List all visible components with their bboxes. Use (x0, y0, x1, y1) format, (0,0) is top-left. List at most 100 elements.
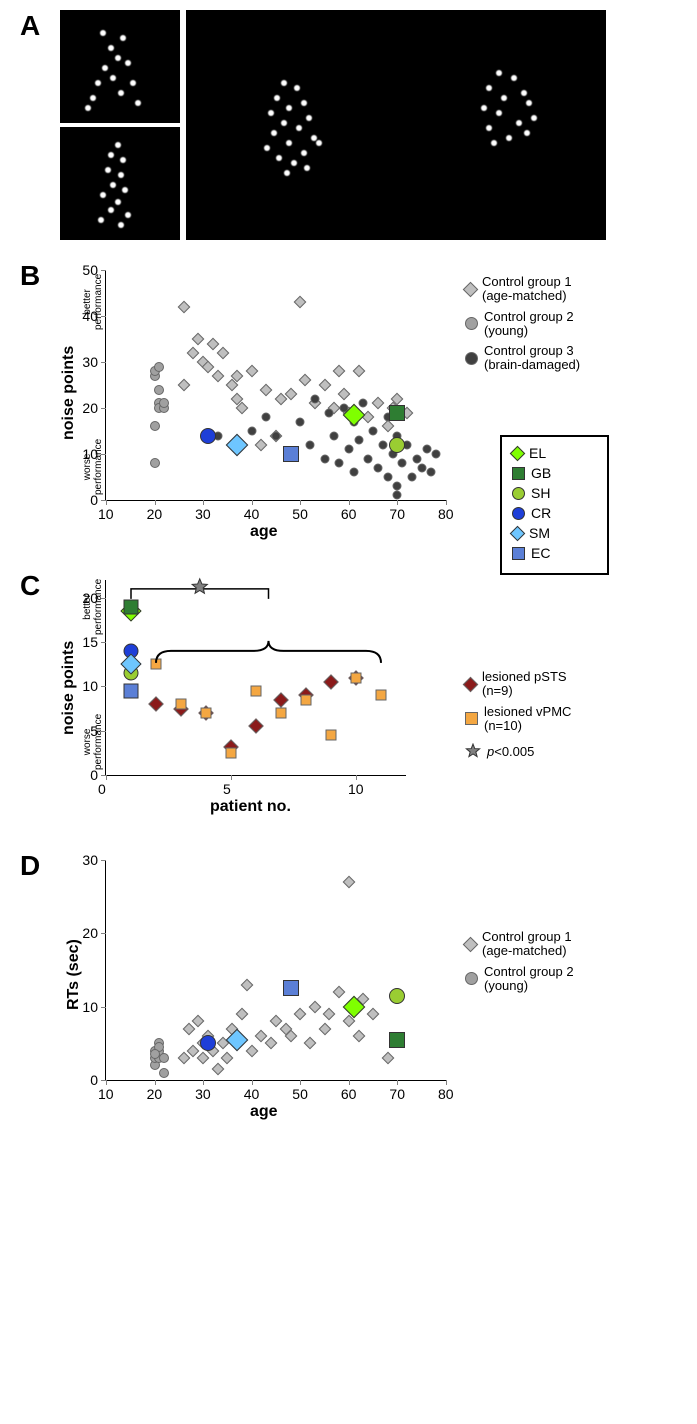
data-point (412, 454, 421, 463)
legend-marker (510, 525, 526, 541)
patient-legend-box: ELGBSHCRSMEC (500, 435, 609, 575)
y-tick-label: 15 (76, 634, 98, 650)
legend-marker (465, 972, 478, 985)
stimulus-dot (296, 125, 302, 131)
patient-id: SM (529, 525, 550, 541)
legend-marker (512, 467, 525, 480)
data-point (159, 1053, 169, 1063)
stimulus-dot (115, 142, 121, 148)
x-tick (349, 500, 350, 505)
data-point (270, 1015, 283, 1028)
stimulus-dot (100, 30, 106, 36)
stimulus-dot (120, 35, 126, 41)
better-perf-label-c: better performance (82, 579, 104, 635)
panel-a-label: A (20, 10, 40, 42)
legend-item: Control group 2(young) (465, 965, 665, 994)
panel-c-legend: lesioned pSTS(n=9)lesioned vPMC(n=10)p<0… (465, 670, 665, 765)
stimulus-dot (301, 100, 307, 106)
panel-b-legend: Control group 1(age-matched)Control grou… (465, 275, 665, 379)
legend-marker (465, 317, 478, 330)
x-tick-label: 50 (292, 506, 308, 522)
data-point (294, 296, 307, 309)
x-tick-label: 10 (98, 506, 114, 522)
legend-text: Control group 1(age-matched) (482, 930, 572, 959)
stimulus-dot (304, 165, 310, 171)
data-point (221, 1052, 234, 1065)
data-point (393, 482, 402, 491)
x-tick (446, 500, 447, 505)
stimulus-dot (506, 135, 512, 141)
panel-d: D 10203040506070800102030 RTs (sec) age … (10, 850, 687, 1130)
stimulus-dot (118, 172, 124, 178)
data-point (389, 1032, 405, 1048)
y-tick (101, 1080, 106, 1081)
stimulus-dot (110, 182, 116, 188)
patient-legend-item: EL (512, 445, 597, 461)
stimulus-dot (118, 222, 124, 228)
x-tick (252, 500, 253, 505)
legend-marker (463, 677, 479, 693)
x-tick (106, 775, 107, 780)
significance-overlay (106, 580, 406, 775)
stimulus-dot (264, 145, 270, 151)
data-point (265, 1037, 278, 1050)
data-point (260, 383, 273, 396)
y-tick (101, 1007, 106, 1008)
data-point (367, 1008, 380, 1021)
data-point (154, 385, 164, 395)
data-point (240, 978, 253, 991)
x-tick (300, 500, 301, 505)
data-point (177, 300, 190, 313)
stimulus-dot (531, 115, 537, 121)
patient-id: EC (531, 545, 550, 561)
panel-b-plot: 102030405060708001020304050 (105, 270, 446, 501)
panel-c-plot: 051005101520 (105, 580, 406, 776)
stimulus-image-large (186, 10, 606, 240)
panel-b: B 102030405060708001020304050 noise poin… (10, 260, 687, 550)
x-tick-label: 30 (195, 506, 211, 522)
patient-legend-item: EC (512, 545, 597, 561)
data-point (389, 988, 405, 1004)
data-point (338, 388, 351, 401)
stimulus-dot (486, 85, 492, 91)
stimulus-dot (108, 207, 114, 213)
data-point (323, 1008, 336, 1021)
stimulus-dot (284, 170, 290, 176)
y-tick (101, 933, 106, 934)
data-point (159, 1068, 169, 1078)
data-point (211, 1063, 224, 1076)
y-tick-label: 30 (76, 852, 98, 868)
better-perf-label-b: better performance (82, 274, 104, 330)
data-point (335, 459, 344, 468)
legend-text: Control group 2(young) (484, 965, 574, 994)
data-point (150, 1049, 160, 1059)
data-point (272, 431, 281, 440)
stimulus-dot (516, 120, 522, 126)
stimulus-dot (294, 85, 300, 91)
stimulus-dot (286, 140, 292, 146)
data-point (381, 420, 394, 433)
data-point (364, 454, 373, 463)
panel-b-label: B (20, 260, 40, 292)
data-point (372, 397, 385, 410)
legend-item: lesioned pSTS(n=9) (465, 670, 665, 699)
data-point (310, 394, 319, 403)
data-point (255, 438, 268, 451)
data-point (294, 1008, 307, 1021)
panel-c: C 051005101520 noise points patient no. … (10, 570, 687, 830)
stimulus-dot (281, 120, 287, 126)
legend-marker (512, 547, 525, 560)
stimulus-dot (268, 110, 274, 116)
data-point (211, 369, 224, 382)
legend-item: lesioned vPMC(n=10) (465, 705, 665, 734)
data-point (200, 1035, 216, 1051)
stimulus-dot (496, 70, 502, 76)
legend-item: Control group 1(age-matched) (465, 275, 665, 304)
x-tick (397, 1080, 398, 1085)
data-point (417, 463, 426, 472)
data-point (374, 463, 383, 472)
x-tick (300, 1080, 301, 1085)
x-tick (231, 775, 232, 780)
data-point (318, 379, 331, 392)
data-point (283, 980, 299, 996)
